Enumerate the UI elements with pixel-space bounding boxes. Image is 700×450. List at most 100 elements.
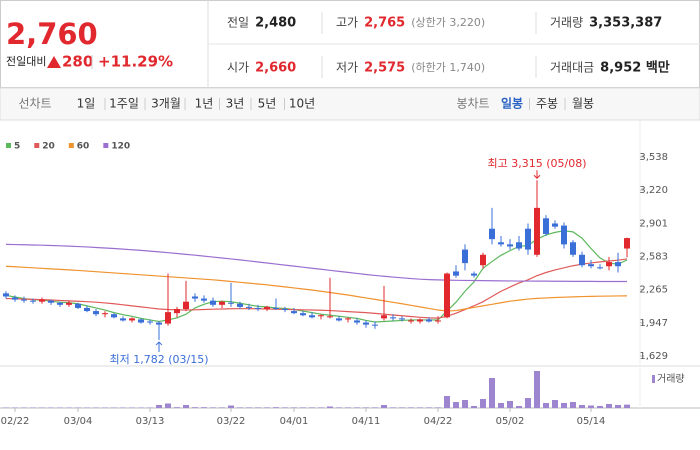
candle-body xyxy=(237,303,243,307)
volume-bar xyxy=(129,407,135,408)
period-button[interactable]: 1주일 xyxy=(109,97,139,111)
volume-bar xyxy=(381,405,387,408)
annotation-arrow xyxy=(155,341,163,353)
candle-body xyxy=(561,225,567,245)
candle-body xyxy=(3,293,9,297)
candle-body xyxy=(219,301,225,305)
candle-body xyxy=(192,296,198,299)
volume-bar xyxy=(147,407,153,408)
volume-bar xyxy=(399,407,405,408)
period-button[interactable]: 1년 xyxy=(195,97,214,111)
volume-bar xyxy=(138,407,144,408)
candle-body xyxy=(480,254,486,266)
volume-bar xyxy=(183,405,189,408)
period-button[interactable]: 3년 xyxy=(226,97,245,111)
candle-body xyxy=(282,308,288,311)
candle-body xyxy=(264,306,270,309)
candle-type-button[interactable]: 월봉 xyxy=(572,97,594,111)
candle-body xyxy=(462,249,468,264)
candle-body xyxy=(489,228,495,240)
volume-bar xyxy=(192,407,198,408)
candle-body xyxy=(444,273,450,318)
volume-bar xyxy=(426,407,432,408)
candle-body xyxy=(138,319,144,323)
volume-bar xyxy=(507,401,513,408)
candle-body xyxy=(57,302,63,305)
volume-bar xyxy=(480,399,486,408)
period-button[interactable]: 3개월 xyxy=(151,97,181,111)
candle-body xyxy=(273,307,279,309)
x-tick-label: 05/02 xyxy=(496,416,525,427)
candle-body xyxy=(471,273,477,276)
ma-line xyxy=(5,243,627,283)
period-button[interactable]: 10년 xyxy=(289,97,315,111)
volume-bar xyxy=(282,407,288,408)
volume-bar xyxy=(156,405,162,408)
volume-bar xyxy=(435,407,441,408)
y-tick-label: 1,947 xyxy=(639,318,668,329)
ma-line xyxy=(5,265,628,312)
candle-body xyxy=(507,244,513,247)
toolbar-label: 봉차트 xyxy=(456,97,489,111)
volume-bar xyxy=(516,406,522,408)
x-tick-label: 05/14 xyxy=(577,416,606,427)
volume-bar xyxy=(93,407,99,408)
candle-type-button[interactable]: 주봉 xyxy=(536,97,558,111)
volume-bar xyxy=(255,407,261,408)
candle-body xyxy=(354,320,360,323)
period-button[interactable]: 1일 xyxy=(77,97,96,111)
x-tick-label: 04/01 xyxy=(280,416,309,427)
candle-body xyxy=(228,302,234,304)
change: 280 xyxy=(62,53,93,71)
stat-label: 거래대금 xyxy=(550,61,594,75)
x-tick-label: 02/22 xyxy=(1,416,30,427)
stat-label: 저가 xyxy=(336,61,358,75)
volume-bar xyxy=(336,407,342,408)
candle-body xyxy=(552,223,558,227)
candle-body xyxy=(417,319,423,322)
stat-label: 시가 xyxy=(227,61,249,75)
candle-body xyxy=(30,300,36,302)
stat-value: 2,480 xyxy=(255,16,296,31)
legend-label: 60 xyxy=(77,142,90,152)
volume-bar xyxy=(462,400,468,408)
candle-body xyxy=(12,297,18,300)
volume-bar xyxy=(66,407,72,408)
legend-label: 120 xyxy=(111,142,130,152)
volume-bar xyxy=(309,407,315,408)
candle-body xyxy=(174,308,180,314)
volume-bar xyxy=(534,371,540,408)
volume-bar xyxy=(165,403,171,408)
y-tick-label: 2,265 xyxy=(639,285,668,296)
volume-bar xyxy=(408,407,414,408)
volume-bar xyxy=(471,406,477,408)
candle-body xyxy=(624,238,630,249)
y-tick-label: 2,901 xyxy=(639,218,668,229)
candle-body xyxy=(525,228,531,250)
ma-line xyxy=(5,230,628,323)
candle-body xyxy=(606,262,612,267)
stat-note: (하한가 1,740) xyxy=(411,60,485,74)
stat-value: 2,765 xyxy=(364,16,405,31)
candle-body xyxy=(120,318,126,321)
candle-type-button[interactable]: 일봉 xyxy=(501,97,523,111)
toolbar-label: 선차트 xyxy=(18,97,51,111)
volume-bar xyxy=(201,407,207,408)
candle-body xyxy=(516,242,522,249)
price: 2,760 xyxy=(6,17,98,51)
stat-value: 3,353,387 xyxy=(589,16,662,31)
volume-bar xyxy=(453,402,459,408)
volume-bar xyxy=(588,405,594,408)
candle-body xyxy=(147,321,153,323)
x-tick-label: 04/11 xyxy=(352,416,381,427)
legend-swatch xyxy=(34,143,40,148)
volume-bar xyxy=(327,406,333,408)
x-tick-label: 04/22 xyxy=(424,416,453,427)
volume-bar xyxy=(615,405,621,408)
volume-bar xyxy=(345,407,351,408)
volume-bar xyxy=(75,407,81,408)
candle-body xyxy=(165,312,171,324)
period-button[interactable]: 5년 xyxy=(258,97,277,111)
candle-body xyxy=(246,306,252,308)
